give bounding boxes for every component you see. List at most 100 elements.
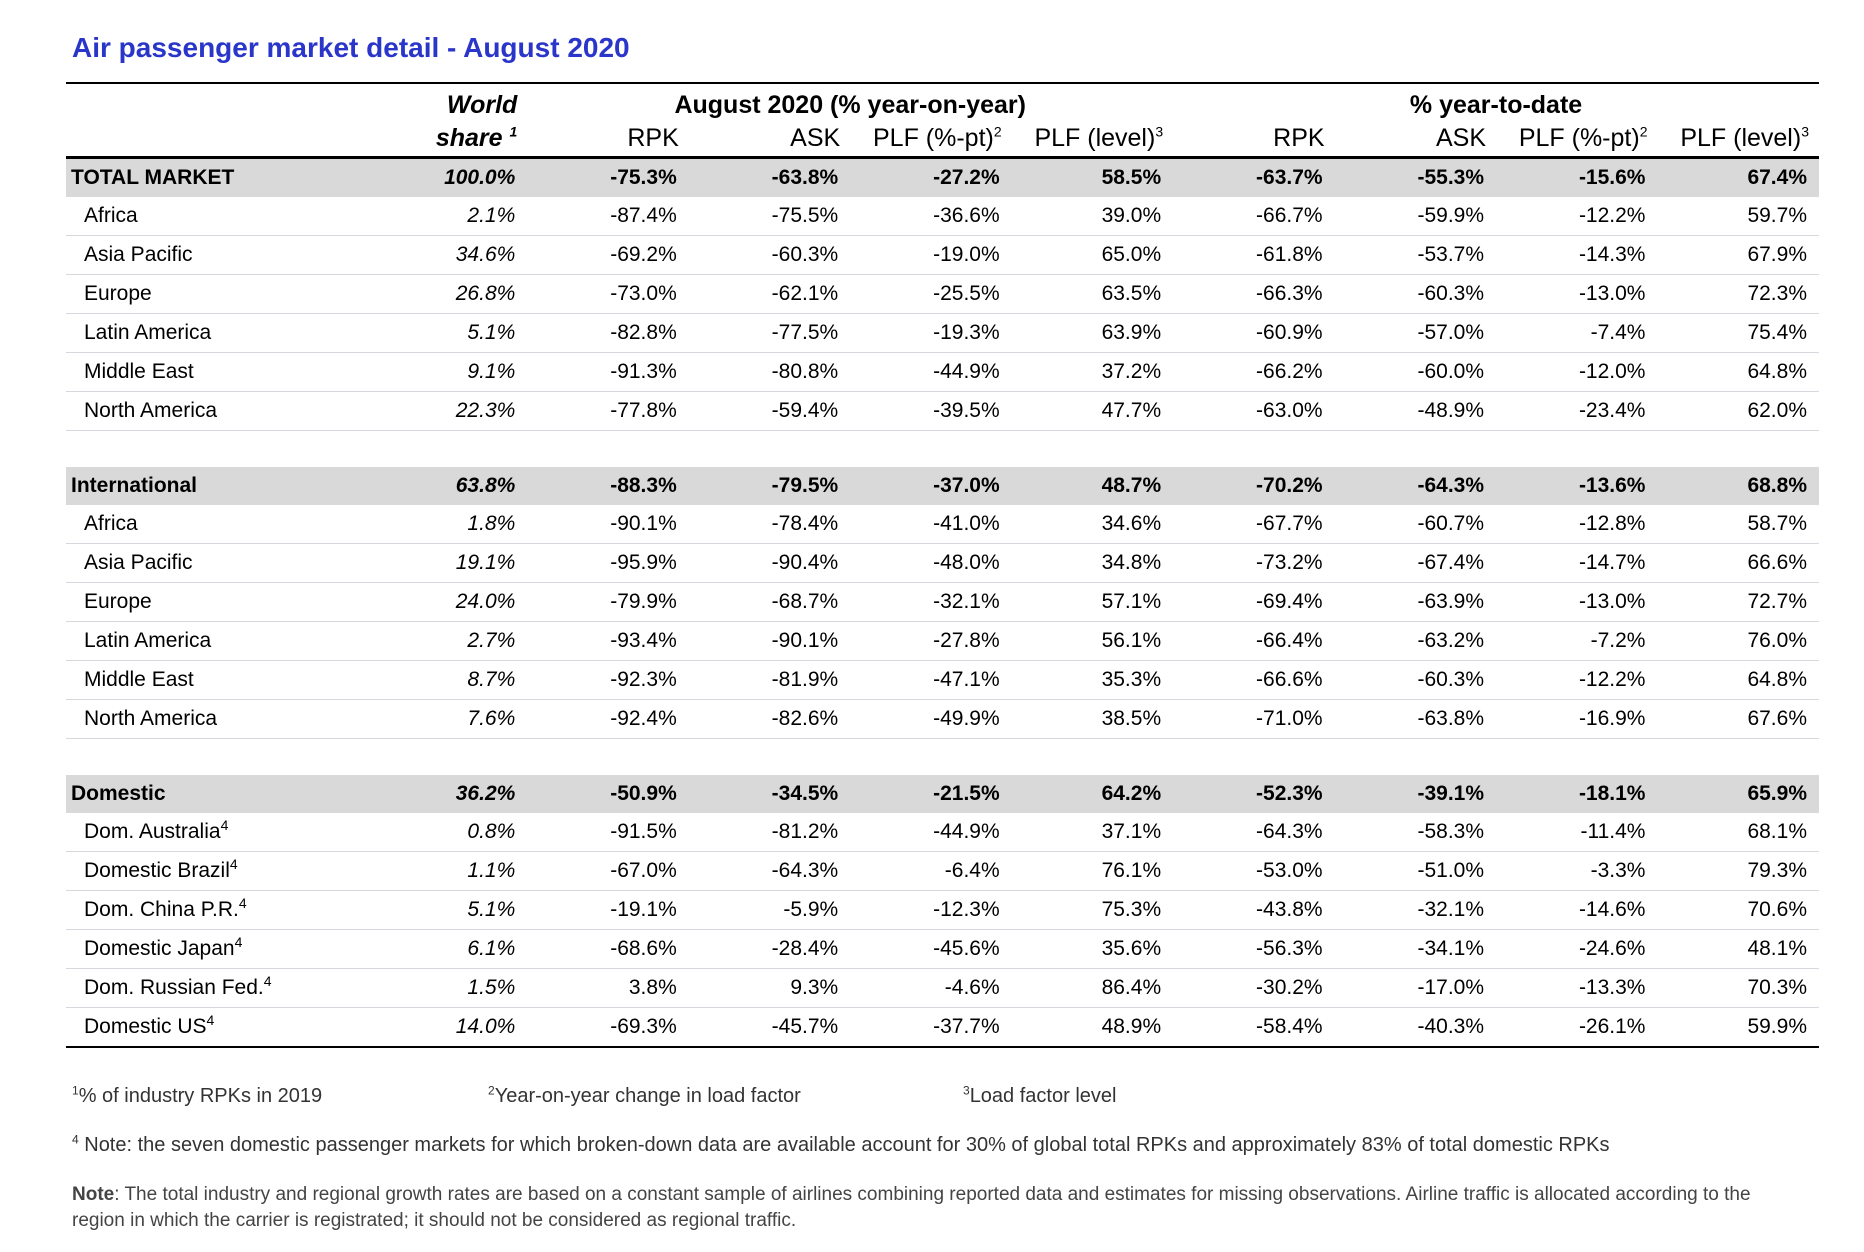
value-cell: -90.1%: [688, 621, 851, 661]
column-header-sup: 2: [993, 123, 1002, 140]
row-label: Middle East: [66, 660, 351, 700]
row-label-text: Asia Pacific: [84, 243, 193, 266]
table-row: Latin America 2.7% -93.4% -90.1% -27.8% 56.1%…: [66, 621, 1819, 661]
row-label-text: Middle East: [84, 360, 194, 383]
row-label: Asia Pacific: [66, 543, 351, 583]
value-cell: 64.8%: [1657, 660, 1819, 700]
value-cell: -63.8%: [688, 157, 851, 197]
value-cell: -21.5%: [850, 775, 1012, 813]
value-cell: 72.7%: [1657, 582, 1819, 622]
value-cell: -48.9%: [1334, 391, 1497, 431]
row-label-sup: 4: [263, 973, 272, 989]
spacer-row: [66, 431, 1819, 468]
column-header-label: PLF (level): [1034, 123, 1156, 152]
table-row: Domestic Japan4 6.1% -68.6% -28.4% -45.6% 35.…: [66, 929, 1819, 969]
world-share-cell: 1.8%: [350, 505, 528, 544]
row-label-sup: 4: [206, 1012, 215, 1028]
value-cell: 70.3%: [1657, 968, 1819, 1008]
row-label: Asia Pacific: [66, 235, 351, 275]
value-cell: -19.0%: [850, 235, 1012, 275]
row-label: Europe: [66, 274, 351, 314]
market-table-container: World August 2020 (% year-on-year) % yea…: [66, 82, 1819, 1048]
value-cell: 59.9%: [1657, 1007, 1819, 1048]
value-cell: -75.5%: [688, 197, 851, 236]
row-label-text: North America: [84, 707, 218, 730]
value-cell: 76.0%: [1657, 621, 1819, 661]
value-cell: -60.9%: [1173, 313, 1335, 353]
value-cell: 59.7%: [1657, 197, 1819, 236]
value-cell: 72.3%: [1657, 274, 1819, 314]
value-cell: -63.0%: [1173, 391, 1335, 431]
value-cell: -32.1%: [850, 582, 1012, 622]
value-cell: -53.0%: [1173, 851, 1335, 891]
row-label-text: International: [71, 474, 198, 497]
value-cell: -45.6%: [850, 929, 1012, 969]
value-cell: 64.2%: [1011, 775, 1174, 813]
value-cell: -66.7%: [1173, 197, 1335, 236]
value-cell: -4.6%: [850, 968, 1012, 1008]
column-header: PLF (%-pt)2: [1496, 120, 1657, 158]
row-label-text: Domestic US: [84, 1015, 207, 1038]
value-cell: 56.1%: [1011, 621, 1174, 661]
footnote-4-text: Note: the seven domestic passenger marke…: [78, 1134, 1610, 1156]
group-header-month: August 2020 (% year-on-year): [674, 91, 1026, 119]
note-label: Note: [72, 1184, 115, 1205]
footnote-3: 3Load factor level: [963, 1083, 1116, 1108]
row-label: North America: [66, 391, 351, 431]
footnote-4-sup: 4: [72, 1132, 79, 1147]
value-cell: -73.0%: [527, 274, 689, 314]
value-cell: -81.9%: [688, 660, 851, 700]
value-cell: -59.9%: [1334, 197, 1497, 236]
row-label: Africa: [66, 505, 351, 544]
value-cell: -23.4%: [1496, 391, 1658, 431]
row-label-sup: 4: [229, 856, 238, 872]
value-cell: -63.2%: [1334, 621, 1497, 661]
value-cell: -37.7%: [850, 1007, 1012, 1048]
value-cell: -60.0%: [1334, 352, 1497, 392]
value-cell: -15.6%: [1496, 157, 1658, 197]
footnote-3-sup: 3: [963, 1083, 970, 1098]
column-header-sup: 3: [1801, 123, 1809, 140]
row-label-sup: 4: [234, 934, 243, 950]
world-share-cell: 26.8%: [350, 274, 528, 314]
value-cell: 58.5%: [1011, 157, 1174, 197]
value-cell: -90.4%: [688, 543, 851, 583]
share-header-label: share: [435, 123, 503, 152]
world-share-cell: 8.7%: [350, 660, 528, 700]
world-share-cell: 100.0%: [350, 157, 528, 197]
value-cell: -63.9%: [1334, 582, 1497, 622]
value-cell: 68.8%: [1657, 467, 1819, 505]
value-cell: -78.4%: [688, 505, 851, 544]
value-cell: -13.6%: [1496, 467, 1658, 505]
value-cell: -60.3%: [1334, 660, 1497, 700]
column-header-label: ASK: [790, 123, 841, 152]
value-cell: -12.2%: [1496, 660, 1658, 700]
value-cell: -19.3%: [850, 313, 1012, 353]
value-cell: -5.9%: [688, 890, 851, 930]
row-label: TOTAL MARKET: [66, 157, 351, 197]
value-cell: -80.8%: [688, 352, 851, 392]
value-cell: -79.9%: [527, 582, 689, 622]
value-cell: -69.4%: [1173, 582, 1335, 622]
row-label: Africa: [66, 197, 351, 236]
row-label: Europe: [66, 582, 351, 622]
value-cell: -66.4%: [1173, 621, 1335, 661]
table-row: Africa 1.8% -90.1% -78.4% -41.0% 34.6% -67.7% -…: [66, 505, 1819, 544]
column-header: PLF (level)3: [1657, 120, 1819, 158]
row-label-text: TOTAL MARKET: [71, 166, 235, 189]
value-cell: 63.5%: [1011, 274, 1174, 314]
value-cell: -57.0%: [1334, 313, 1497, 353]
value-cell: -44.9%: [850, 813, 1012, 852]
row-label: Dom. Australia4: [66, 813, 351, 852]
value-cell: -69.2%: [527, 235, 689, 275]
value-cell: 67.9%: [1657, 235, 1819, 275]
world-share-header-bottom: share 1: [351, 120, 528, 158]
value-cell: 65.0%: [1011, 235, 1174, 275]
value-cell: -67.7%: [1173, 505, 1335, 544]
value-cell: -60.7%: [1334, 505, 1497, 544]
value-cell: 70.6%: [1657, 890, 1819, 930]
value-cell: -12.8%: [1496, 505, 1658, 544]
value-cell: -43.8%: [1173, 890, 1335, 930]
world-share-cell: 6.1%: [350, 929, 528, 969]
footnote-2-sup: 2: [488, 1083, 495, 1098]
